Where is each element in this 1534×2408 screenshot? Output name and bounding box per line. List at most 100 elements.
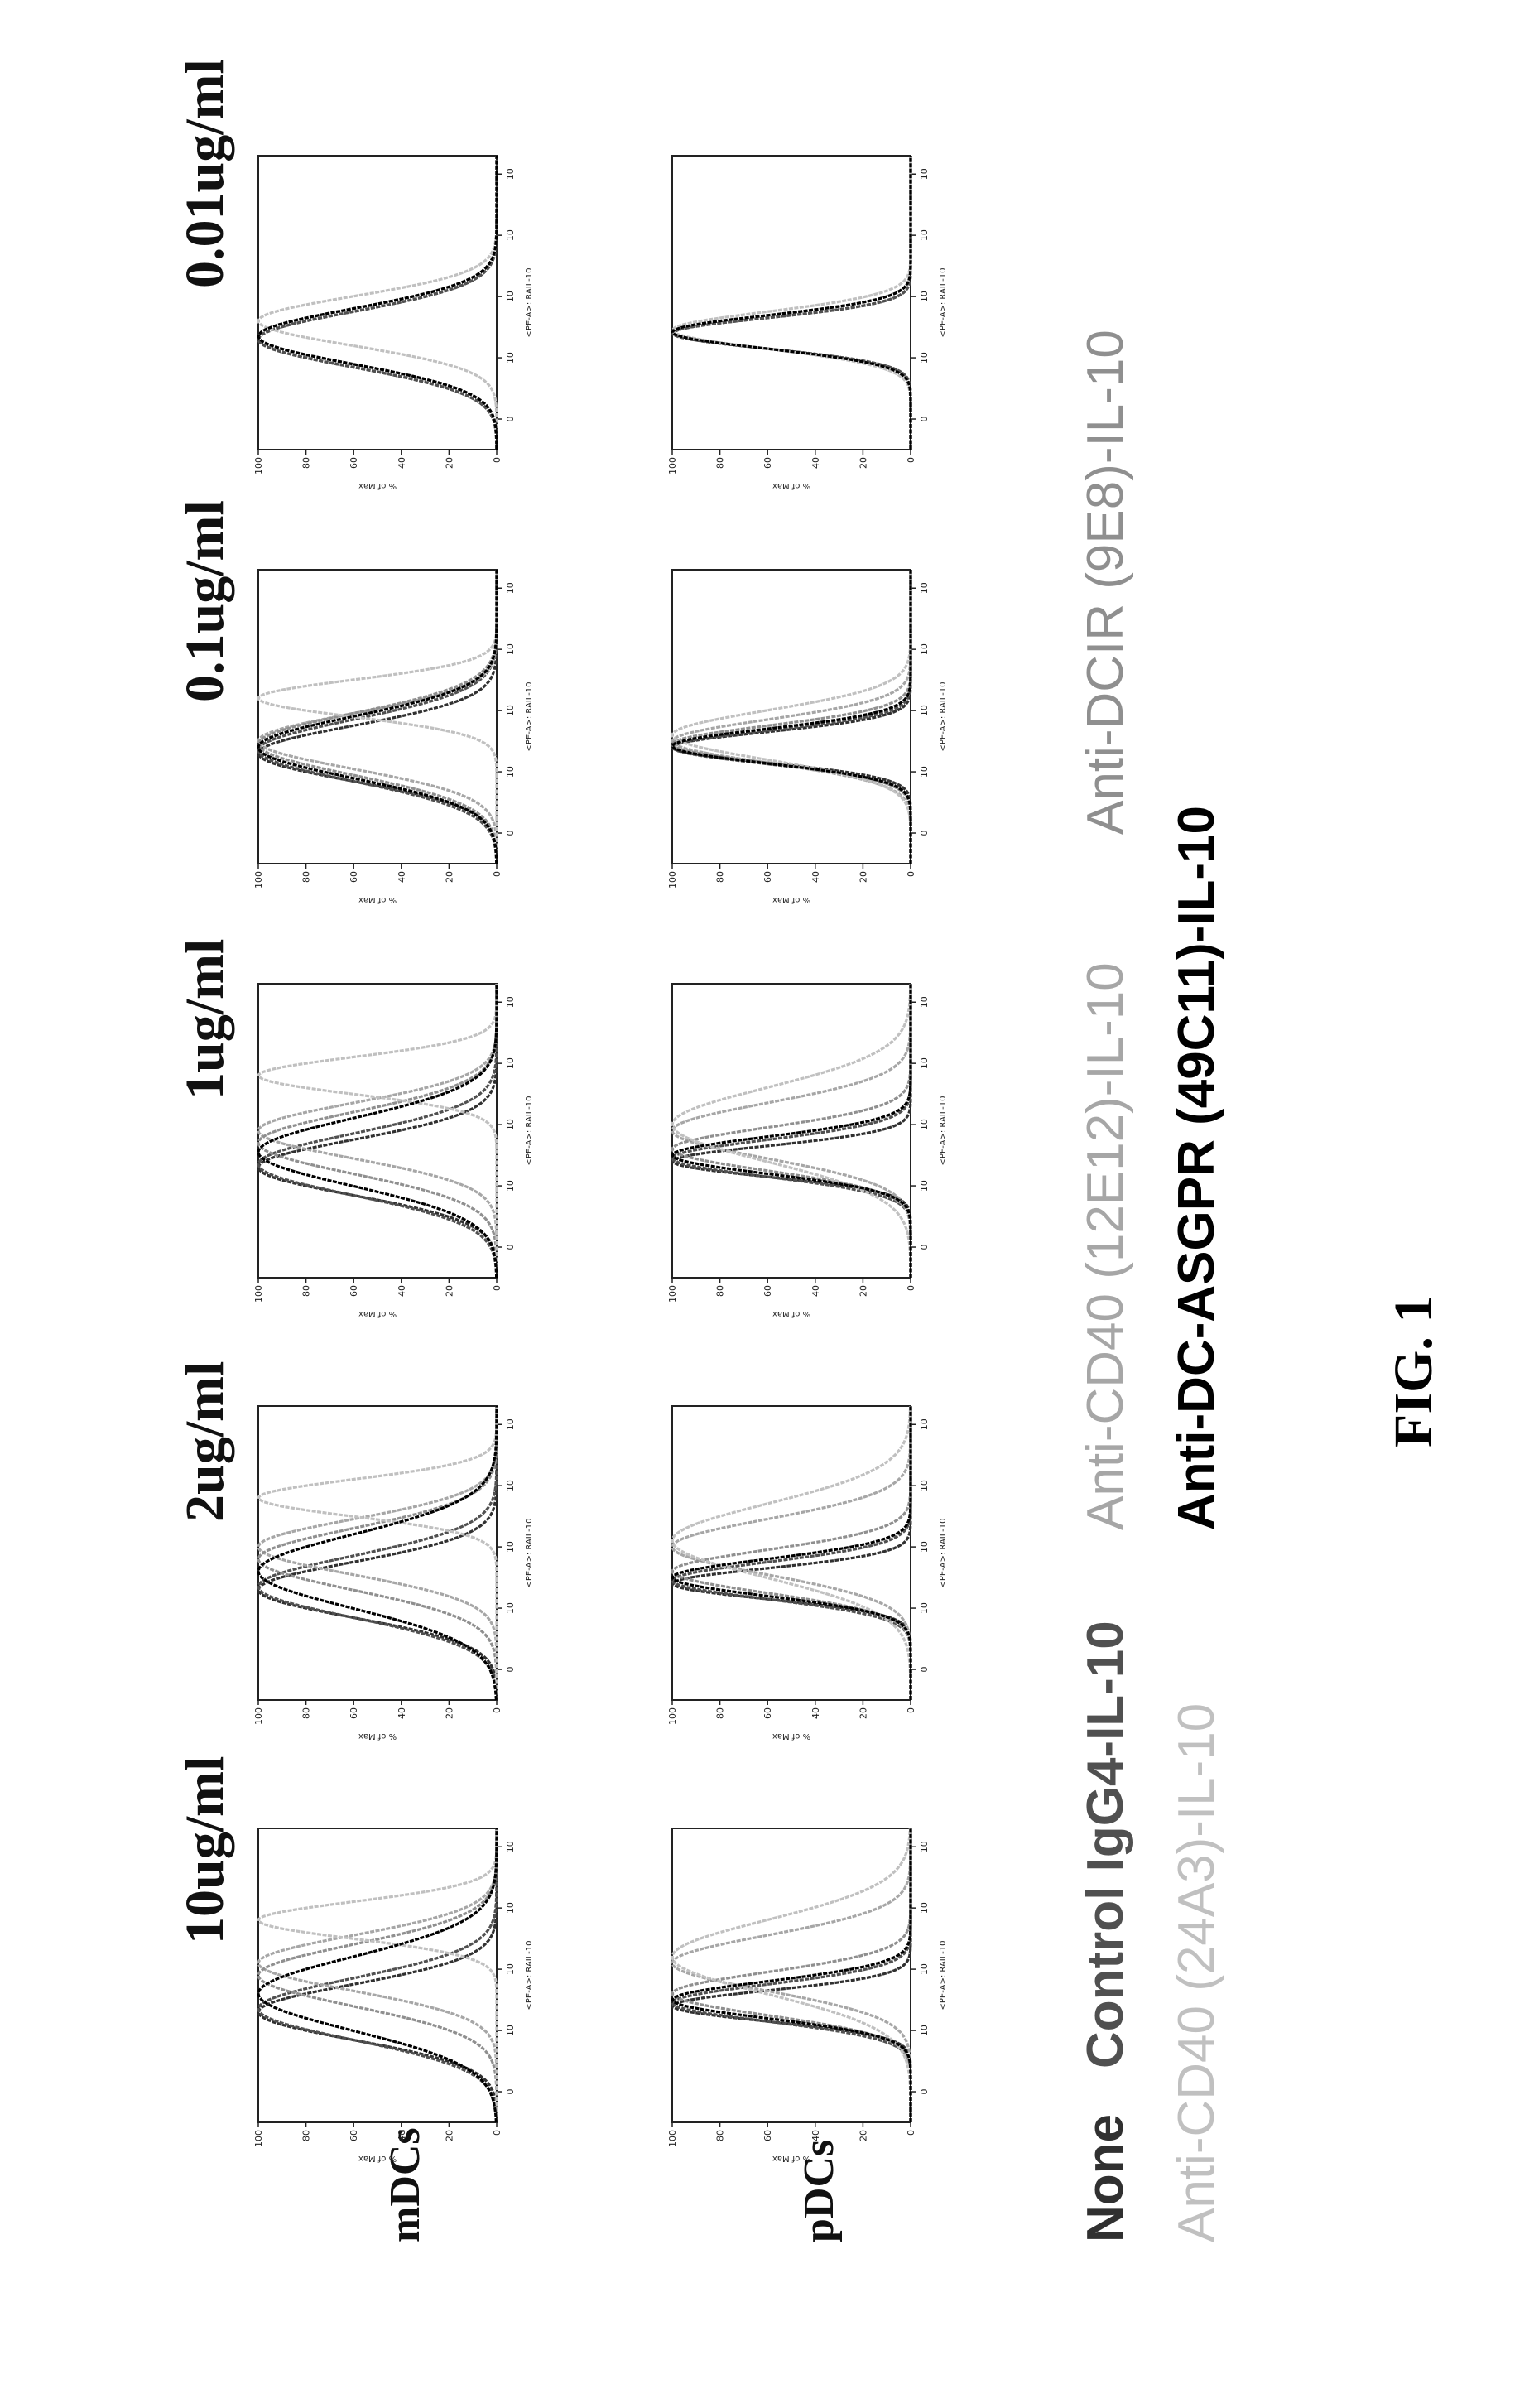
plot-frame [258, 156, 497, 450]
x-tick-label: 10 [919, 1180, 930, 1192]
y-tick-label: 40 [397, 2130, 407, 2141]
x-axis-label: <PE-A>: RAIL-10 [525, 1941, 534, 2011]
x-tick-label: 10 [919, 229, 930, 241]
y-tick-label: 80 [301, 457, 312, 469]
y-tick-label: 60 [349, 457, 359, 469]
y-tick-label: 40 [810, 457, 821, 469]
y-axis-label: % of Max [358, 1731, 397, 1741]
y-axis-label: % of Max [358, 1309, 397, 1318]
x-tick-label: 10 [505, 2025, 516, 2036]
x-tick-label: 10 [505, 1119, 516, 1130]
y-tick-label: 60 [349, 871, 359, 883]
y-tick-label: 0 [492, 457, 503, 463]
x-tick-label: 10 [505, 1963, 516, 1975]
x-tick-label: 10 [505, 1841, 516, 1852]
y-tick-label: 100 [667, 2130, 678, 2147]
plot-frame [258, 570, 497, 864]
x-tick-label: 10 [919, 1963, 930, 1975]
y-tick-label: 40 [397, 871, 407, 883]
x-tick-label: 10 [505, 352, 516, 364]
histogram-panel: 020406080100% of Max010101010<PE-A>: RAI… [662, 1398, 960, 1746]
x-tick-label: 10 [505, 1180, 516, 1192]
y-tick-label: 20 [444, 457, 454, 469]
y-tick-label: 100 [253, 1285, 264, 1303]
x-tick-label: 10 [919, 1480, 930, 1491]
y-tick-label: 80 [301, 871, 312, 883]
plot-frame [258, 1406, 497, 1700]
x-tick-label: 0 [919, 1667, 930, 1673]
x-tick-label: 10 [505, 1057, 516, 1069]
y-tick-label: 100 [253, 871, 264, 889]
legend-anti-dc-asgpr: Anti-DC-ASGPR (49C11)-IL-10 [1167, 806, 1226, 1530]
x-tick-label: 10 [919, 352, 930, 364]
y-tick-label: 60 [762, 2130, 773, 2141]
x-tick-label: 0 [919, 417, 930, 422]
histogram-panel: 020406080100% of Max010101010<PE-A>: RAI… [248, 147, 546, 495]
x-tick-label: 10 [505, 643, 516, 655]
x-tick-label: 10 [505, 1902, 516, 1914]
y-axis-label: % of Max [772, 2154, 810, 2163]
x-tick-label: 10 [919, 705, 930, 716]
y-tick-label: 20 [858, 457, 868, 469]
concentration-label-0-1: 0.1ug/ml [174, 500, 237, 702]
y-tick-label: 100 [667, 1707, 678, 1725]
y-axis-label: % of Max [772, 1731, 810, 1741]
histogram-panel: 020406080100% of Max010101010<PE-A>: RAI… [248, 1398, 546, 1746]
x-tick-label: 10 [505, 766, 516, 778]
y-tick-label: 60 [762, 871, 773, 883]
y-axis-label: % of Max [358, 481, 397, 490]
y-tick-label: 60 [349, 1285, 359, 1297]
y-tick-label: 40 [810, 2130, 821, 2141]
x-tick-label: 10 [505, 1541, 516, 1553]
y-axis-label: % of Max [358, 2154, 397, 2163]
y-tick-label: 80 [301, 1285, 312, 1297]
x-tick-label: 10 [505, 705, 516, 716]
legend-control-igg4: Control IgG4-IL-10 [1076, 1621, 1135, 2068]
legend-anti-cd40-12e12: Anti-CD40 (12E12)-IL-10 [1076, 962, 1135, 1530]
y-tick-label: 100 [253, 2130, 264, 2147]
y-tick-label: 100 [253, 1707, 264, 1725]
x-tick-label: 10 [919, 168, 930, 180]
histogram-panel: 020406080100% of Max010101010<PE-A>: RAI… [248, 561, 546, 909]
x-tick-label: 10 [505, 1480, 516, 1491]
concentration-label-0-01: 0.01ug/ml [174, 59, 237, 288]
histogram-panel: 020406080100% of Max010101010<PE-A>: RAI… [662, 561, 960, 909]
y-tick-label: 40 [397, 457, 407, 469]
x-tick-label: 10 [919, 1841, 930, 1852]
y-tick-label: 20 [444, 1285, 454, 1297]
x-tick-label: 10 [505, 582, 516, 594]
x-tick-label: 10 [919, 291, 930, 302]
y-tick-label: 0 [492, 1285, 503, 1291]
y-tick-label: 100 [667, 457, 678, 474]
x-axis-label: <PE-A>: RAIL-10 [939, 1096, 948, 1166]
y-tick-label: 0 [492, 2130, 503, 2136]
x-tick-label: 0 [505, 1245, 516, 1250]
x-tick-label: 0 [919, 2089, 930, 2095]
x-tick-label: 10 [505, 291, 516, 302]
y-tick-label: 60 [762, 457, 773, 469]
x-tick-label: 10 [919, 996, 930, 1008]
x-tick-label: 10 [505, 1602, 516, 1614]
x-axis-label: <PE-A>: RAIL-10 [525, 268, 534, 338]
y-tick-label: 100 [667, 871, 678, 889]
y-tick-label: 60 [349, 1707, 359, 1719]
y-axis-label: % of Max [358, 895, 397, 904]
x-tick-label: 0 [919, 1245, 930, 1250]
y-axis-label: % of Max [772, 1309, 810, 1318]
y-axis-label: % of Max [772, 895, 810, 904]
y-tick-label: 100 [667, 1285, 678, 1303]
y-tick-label: 0 [906, 457, 916, 463]
y-tick-label: 0 [492, 1707, 503, 1713]
legend-anti-cd40-24a3: Anti-CD40 (24A3)-IL-10 [1167, 1703, 1226, 2242]
legend-anti-dcir: Anti-DCIR (9E8)-IL-10 [1076, 330, 1135, 835]
y-tick-label: 20 [858, 1707, 868, 1719]
x-axis-label: <PE-A>: RAIL-10 [939, 1519, 948, 1588]
x-tick-label: 10 [919, 1418, 930, 1430]
y-tick-label: 40 [810, 1285, 821, 1297]
histogram-panel: 020406080100% of Max010101010<PE-A>: RAI… [662, 147, 960, 495]
x-tick-label: 10 [919, 1541, 930, 1553]
y-tick-label: 60 [349, 2130, 359, 2141]
y-tick-label: 80 [715, 1707, 726, 1719]
